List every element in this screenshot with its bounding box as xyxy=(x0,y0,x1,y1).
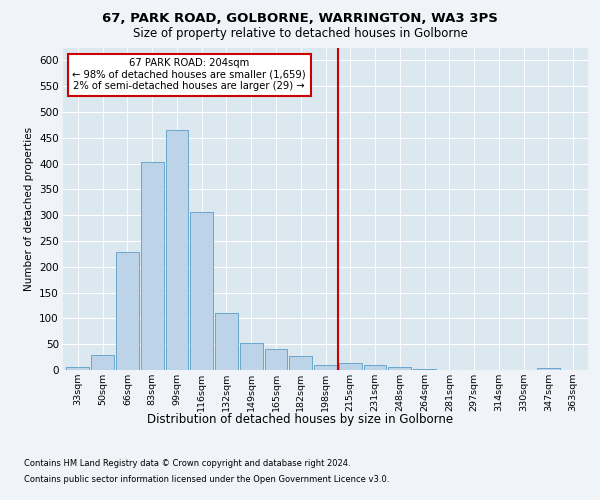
Bar xyxy=(289,356,312,370)
Bar xyxy=(314,365,337,370)
Bar xyxy=(141,162,164,370)
Bar xyxy=(116,252,139,370)
Bar xyxy=(537,368,560,370)
Y-axis label: Number of detached properties: Number of detached properties xyxy=(23,126,34,291)
Bar xyxy=(91,354,114,370)
Text: Size of property relative to detached houses in Golborne: Size of property relative to detached ho… xyxy=(133,28,467,40)
Text: Distribution of detached houses by size in Golborne: Distribution of detached houses by size … xyxy=(147,412,453,426)
Bar xyxy=(240,342,263,370)
Bar xyxy=(339,364,362,370)
Bar xyxy=(388,368,411,370)
Bar xyxy=(265,350,287,370)
Bar xyxy=(364,365,386,370)
Bar xyxy=(190,212,213,370)
Text: 67, PARK ROAD, GOLBORNE, WARRINGTON, WA3 3PS: 67, PARK ROAD, GOLBORNE, WARRINGTON, WA3… xyxy=(102,12,498,26)
Bar xyxy=(413,369,436,370)
Bar xyxy=(215,313,238,370)
Text: 67 PARK ROAD: 204sqm
← 98% of detached houses are smaller (1,659)
2% of semi-det: 67 PARK ROAD: 204sqm ← 98% of detached h… xyxy=(73,58,306,92)
Text: Contains public sector information licensed under the Open Government Licence v3: Contains public sector information licen… xyxy=(24,475,389,484)
Bar xyxy=(166,130,188,370)
Text: Contains HM Land Registry data © Crown copyright and database right 2024.: Contains HM Land Registry data © Crown c… xyxy=(24,458,350,468)
Bar xyxy=(67,368,89,370)
